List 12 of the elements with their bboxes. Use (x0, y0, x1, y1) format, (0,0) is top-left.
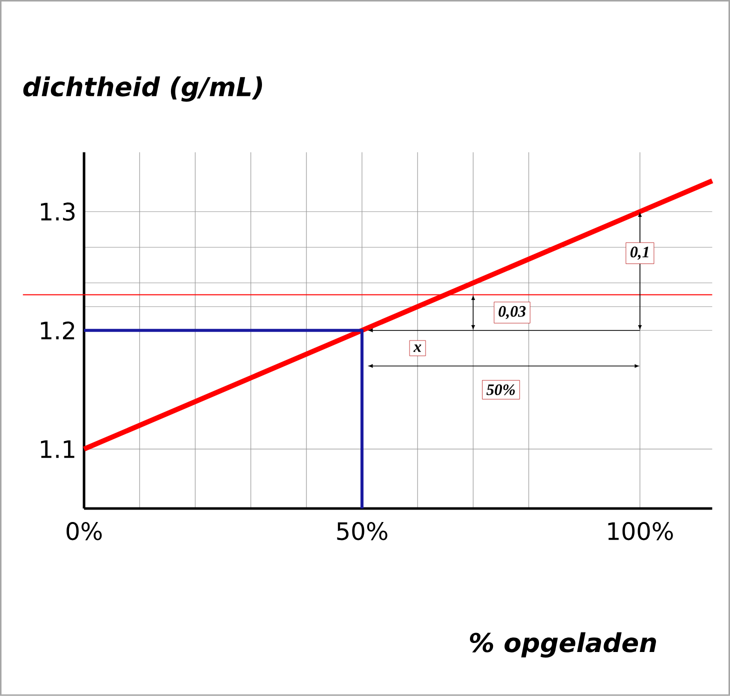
x-tick-label: 100% (608, 522, 673, 540)
x-tick-label: 50% (337, 522, 388, 540)
annotation: 0,03 (498, 306, 526, 320)
x-axis-title: % opgeladen (470, 632, 656, 658)
y-tick-label: 1.1 (40, 440, 74, 458)
annotation: 50% (486, 384, 515, 396)
x-tick-label: 0% (66, 522, 102, 540)
annotation: 0,1 (630, 246, 648, 260)
y-axis-title: dichtheid (g/mL) (23, 76, 262, 102)
annotation: x (413, 344, 422, 352)
y-tick-label: 1.2 (40, 322, 74, 340)
y-tick-label: 1.3 (40, 202, 75, 221)
